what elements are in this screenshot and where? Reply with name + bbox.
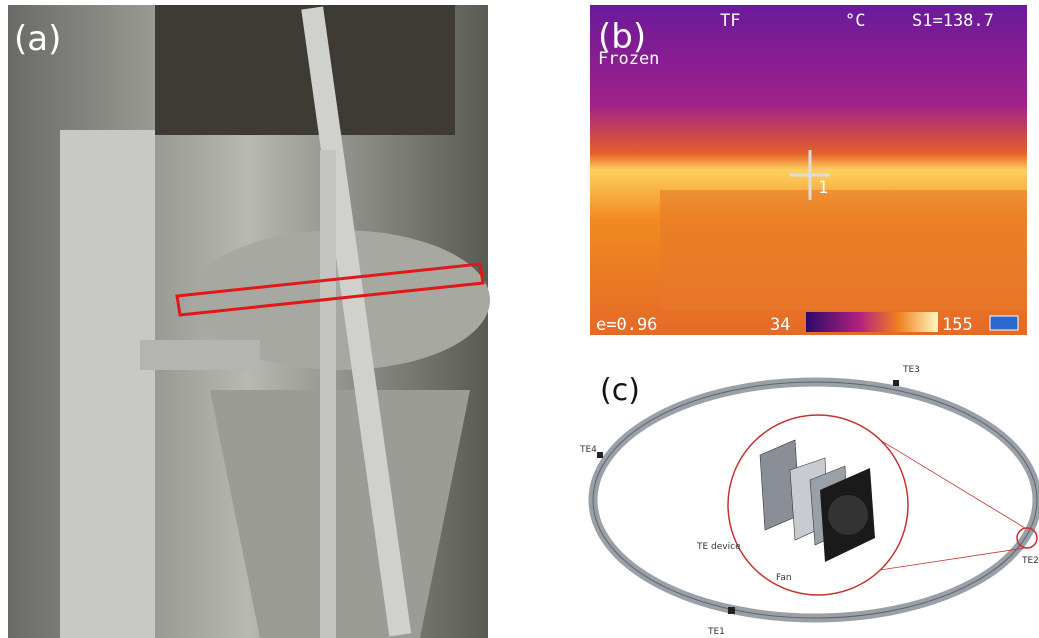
sensor-label: TE4: [579, 445, 597, 455]
panel-c: (c) TE device Fan TE1 TE2 TE3 TE4: [579, 365, 1039, 637]
panel-b: 1 (b) TF °C S1=138.7 Frozen e=0.96 34 15…: [590, 5, 1027, 335]
fan-label: Fan: [776, 573, 792, 583]
emissivity: e=0.96: [596, 315, 657, 335]
mode: TF: [720, 11, 740, 31]
panel-label: (c): [600, 373, 640, 408]
sensor: [597, 452, 603, 458]
sensor-label: TE2: [1021, 556, 1039, 566]
sensor: [893, 380, 899, 386]
pipe: [140, 340, 260, 370]
color-scale: [806, 312, 938, 332]
sensor-label: TE3: [902, 365, 920, 375]
panel-wall: [60, 130, 155, 638]
scale-max: 155: [942, 315, 973, 335]
spot-reading: S1=138.7: [912, 11, 994, 31]
panel-label: (a): [14, 19, 61, 59]
vessel-hot: [660, 190, 1027, 310]
figure: (a) 1 (b) TF °C S1=138.7 Frozen e=0.96 3…: [0, 0, 1039, 638]
sensor: [728, 607, 735, 614]
status: Frozen: [598, 49, 659, 69]
sensor-label: TE1: [707, 627, 725, 637]
device-label: TE device: [696, 542, 741, 552]
unit: °C: [845, 11, 865, 31]
scale-min: 34: [770, 315, 790, 335]
battery-icon: [990, 316, 1018, 330]
fan-blades: [828, 495, 868, 535]
cursor-label: 1: [818, 178, 828, 198]
panel-a: (a): [8, 5, 490, 638]
rail: [320, 150, 336, 638]
